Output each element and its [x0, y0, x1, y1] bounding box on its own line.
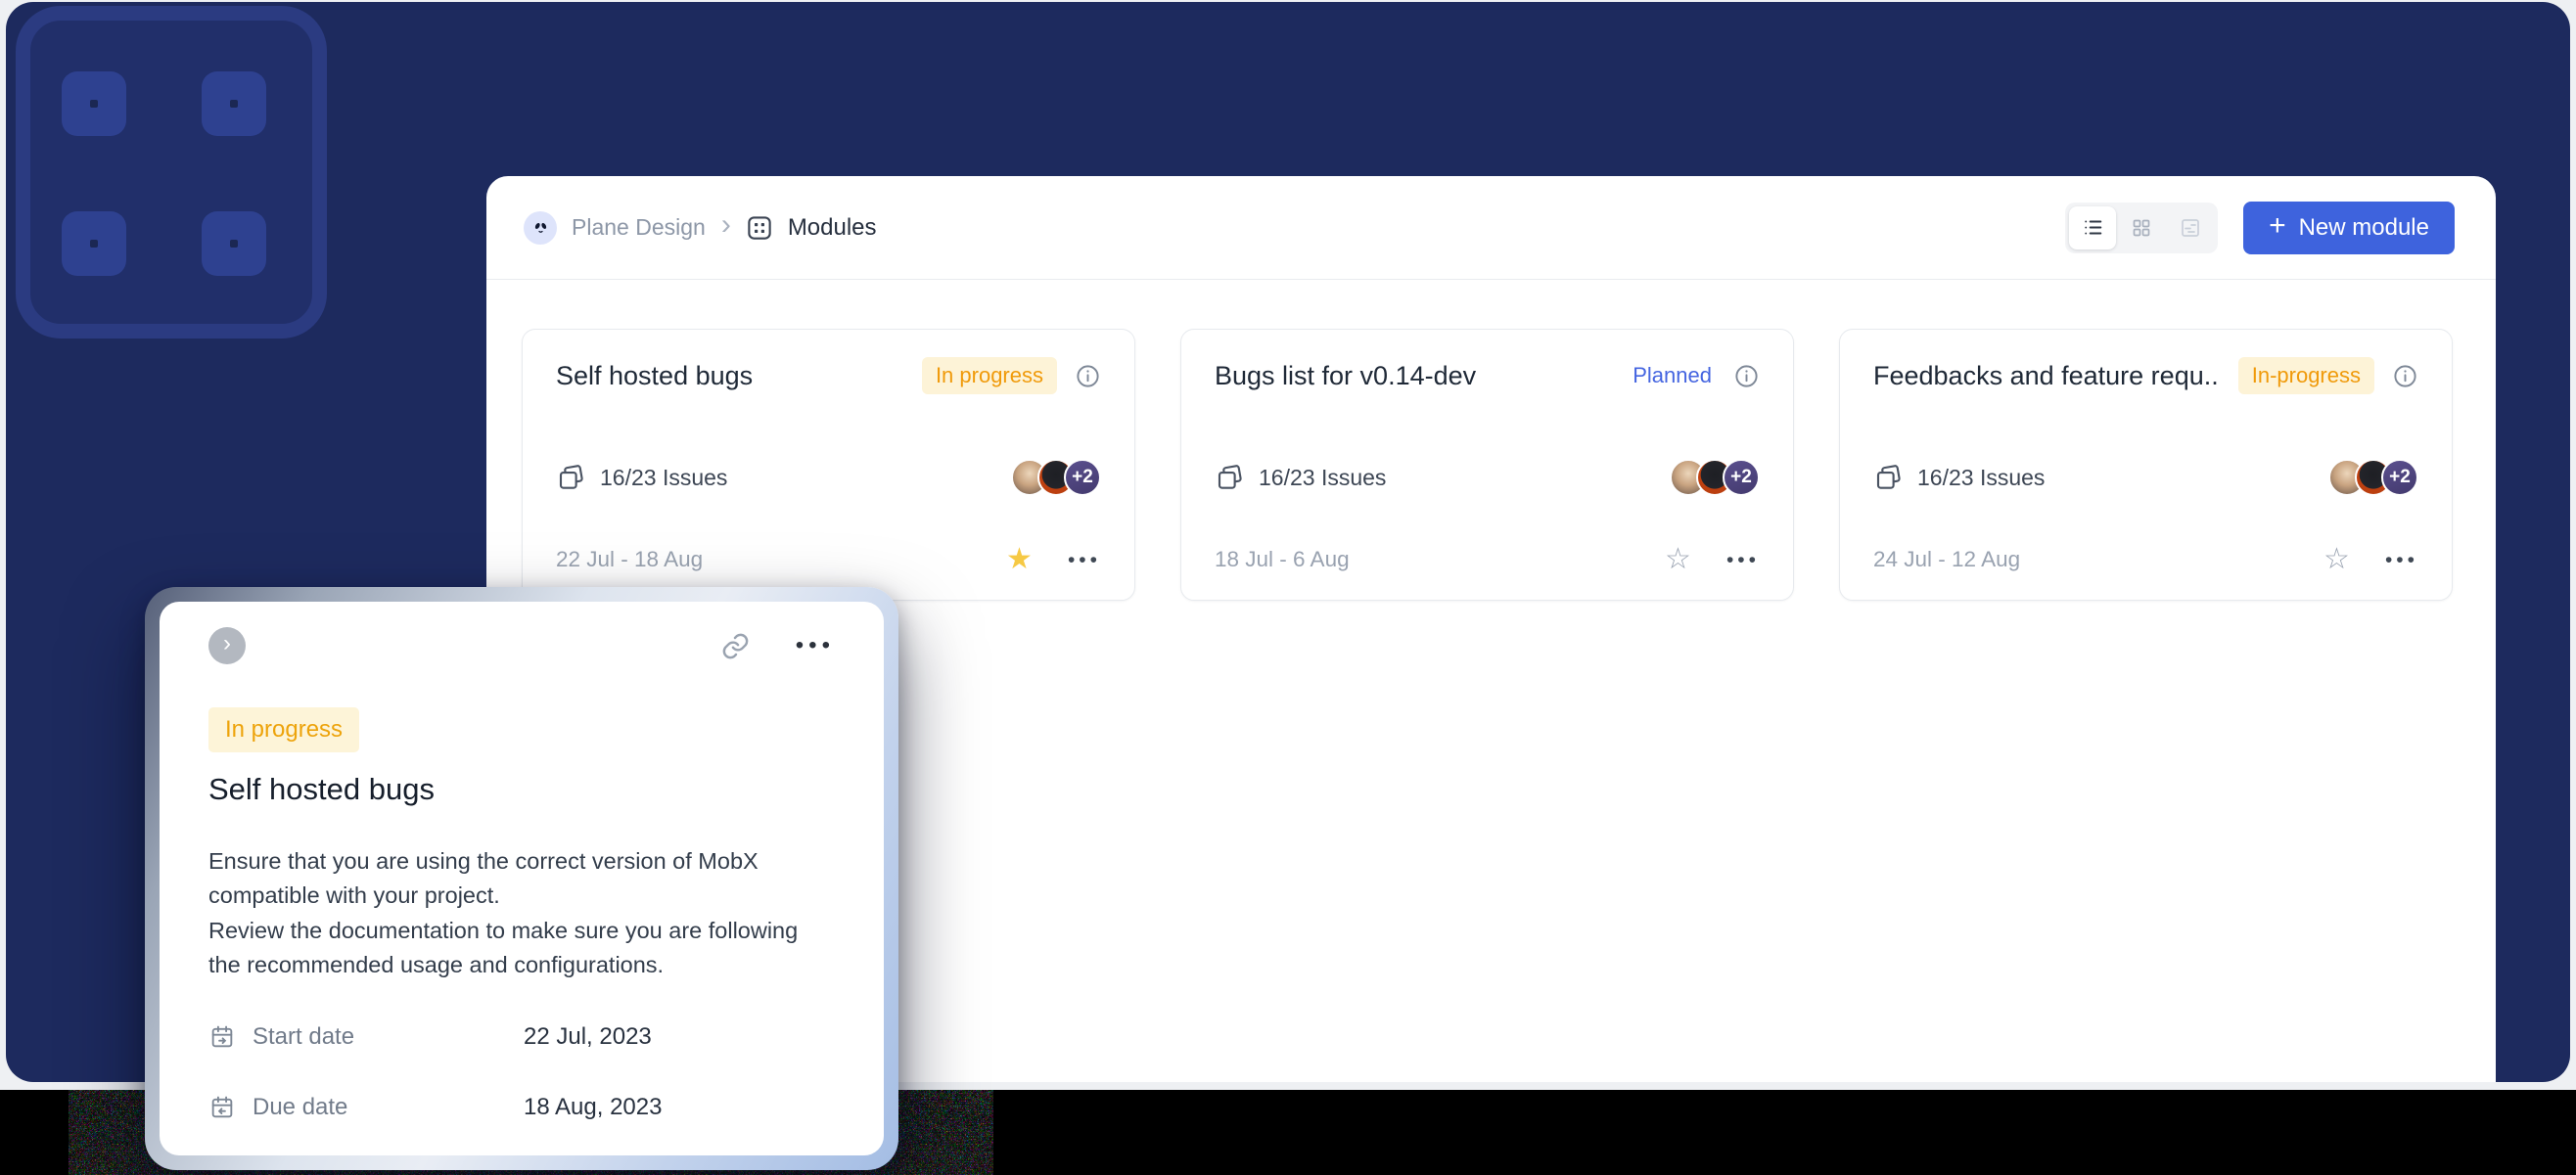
module-title: Feedbacks and feature requ... [1873, 360, 2221, 390]
breadcrumb-separator: › [720, 207, 731, 241]
info-icon [1735, 364, 1758, 387]
clipped-field-row [208, 1151, 835, 1155]
more-options-button[interactable]: ••• [1725, 548, 1760, 571]
status-badge: In progress [921, 357, 1057, 394]
modules-breadcrumb-icon [745, 213, 774, 243]
avatar-overflow: +2 [2381, 459, 2418, 496]
alien-logo-icon [534, 222, 546, 233]
date-range: 18 Jul - 6 Aug [1215, 547, 1350, 571]
chevron-right-icon: › [223, 630, 231, 656]
assignee-avatars: +2 [2328, 459, 2418, 496]
start-date-row[interactable]: Start date 22 Jul, 2023 [208, 1008, 835, 1066]
more-options-button[interactable]: ••• [795, 632, 835, 658]
collapse-button[interactable]: › [208, 627, 246, 664]
module-title: Bugs list for v0.14-dev [1215, 360, 1477, 390]
more-options-button[interactable]: ••• [1067, 548, 1101, 571]
peek-module-title: Self hosted bugs [208, 772, 435, 806]
favorite-button[interactable]: ★ [1006, 543, 1033, 575]
new-module-button[interactable]: + New module [2243, 201, 2455, 254]
header-actions: + New module [2065, 201, 2455, 254]
view-toggle-list-button[interactable] [2069, 205, 2117, 249]
favorite-button[interactable]: ☆ [2323, 543, 2350, 575]
issues-icon [1218, 465, 1242, 489]
status-badge: In progress [208, 707, 360, 752]
assignee-avatars: +2 [1670, 459, 1760, 496]
grid-view-icon [2133, 219, 2150, 236]
decorative-square [202, 211, 266, 276]
date-range: 22 Jul - 18 Aug [556, 547, 704, 571]
copy-link-button[interactable] [720, 631, 751, 661]
plus-icon: + [2269, 209, 2286, 242]
module-cards: Self hosted bugs In progress 1 [486, 280, 2496, 601]
project-logo[interactable] [524, 210, 557, 245]
info-icon [1077, 364, 1099, 387]
issues-icon [1876, 465, 1901, 489]
decorative-square [62, 211, 126, 276]
module-info-button[interactable] [2392, 363, 2418, 389]
status-badge: In-progress [2237, 357, 2374, 394]
due-date-row[interactable]: Due date 18 Aug, 2023 [208, 1078, 835, 1137]
decorative-square [202, 71, 266, 136]
list-view-icon [2084, 220, 2101, 235]
favorite-button[interactable]: ☆ [1665, 543, 1691, 575]
modules-decorative-icon [16, 6, 327, 339]
date-range: 24 Jul - 12 Aug [1873, 547, 2021, 571]
field-value: 22 Jul, 2023 [524, 1023, 652, 1050]
decorative-square [62, 71, 126, 136]
issues-icon [559, 465, 583, 489]
breadcrumb: Plane Design › Modules [524, 207, 877, 246]
more-options-button[interactable]: ••• [2384, 548, 2418, 571]
view-toggle-gantt-button[interactable] [2167, 206, 2214, 249]
assignee-avatars: +2 [1011, 459, 1101, 496]
module-peek-card: › ••• In progress Self hosted bugs Ensur… [145, 587, 898, 1170]
module-peek-content: › ••• In progress Self hosted bugs Ensur… [160, 602, 884, 1155]
status-badge: Planned [1633, 363, 1712, 387]
view-toggle-grid-button[interactable] [2118, 206, 2165, 249]
breadcrumb-project[interactable]: Plane Design [572, 214, 706, 240]
calendar-due-icon [211, 1096, 233, 1118]
module-card-self-hosted-bugs[interactable]: Self hosted bugs In progress 1 [522, 329, 1135, 601]
issues-count: 16/23 Issues [600, 464, 728, 490]
module-card-bugs-list[interactable]: Bugs list for v0.14-dev Planned [1180, 329, 1794, 601]
info-icon [2394, 364, 2416, 387]
panel-header: Plane Design › Modules [486, 176, 2496, 280]
view-toggle [2065, 202, 2219, 253]
gantt-view-icon [2182, 218, 2199, 237]
avatar-overflow: +2 [1723, 459, 1760, 496]
breadcrumb-page[interactable]: Modules [787, 213, 877, 241]
module-card-feedbacks[interactable]: Feedbacks and feature requ... In-progres… [1839, 329, 2453, 601]
avatar-overflow: +2 [1064, 459, 1101, 496]
field-label: Start date [253, 1023, 355, 1050]
link-icon [722, 633, 749, 658]
field-value: 18 Aug, 2023 [524, 1094, 663, 1120]
module-title: Self hosted bugs [556, 360, 754, 390]
module-description: Ensure that you are using the correct ve… [208, 848, 799, 977]
issues-count: 16/23 Issues [1259, 464, 1387, 490]
module-info-button[interactable] [1733, 363, 1760, 389]
module-fields: Start date 22 Jul, 2023 Due date 18 Aug,… [208, 1008, 835, 1155]
field-label: Due date [253, 1094, 348, 1120]
calendar-start-icon [211, 1025, 233, 1048]
issues-count: 16/23 Issues [1917, 464, 2046, 490]
module-info-button[interactable] [1075, 363, 1101, 389]
